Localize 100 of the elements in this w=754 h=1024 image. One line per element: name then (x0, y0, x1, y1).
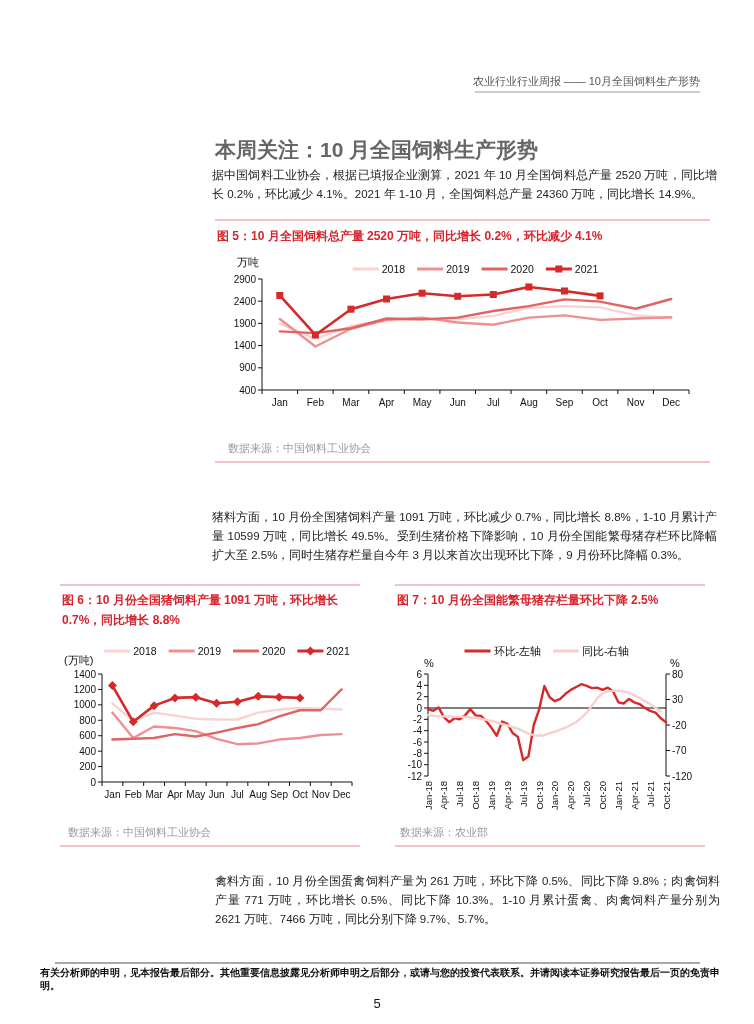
text: 禽料方面，10 月份全国蛋禽饲料产量为 261 万吨，环比下降 0.5%、同比下降 9.8%；肉禽饲料产量 771 万吨，环比增长 0.5%、同比下降 10.3%。1-10 月累计蛋禽、肉禽饲料产量分别为 2621 万吨、7466 万吨，同比分别下降 9.7%、5.7%。 (215, 874, 720, 927)
y-tick-label: -6 (413, 736, 423, 748)
x-tick-label: Oct-21 (660, 781, 672, 810)
x-tick-label: Jun (449, 397, 466, 408)
y-tick-label: 0 (416, 702, 423, 714)
point (212, 698, 222, 708)
x-tick-label: Jul-19 (517, 781, 529, 807)
y-tick-label: 800 (79, 714, 97, 726)
x-tick-label: Mar (342, 397, 361, 408)
x-tick-label: Apr-21 (628, 781, 640, 810)
y-tick-label: 6 (416, 668, 423, 680)
x-tick-label: Jan-21 (612, 781, 624, 811)
y-axis-title: % (424, 657, 434, 669)
x-tick-label: Nov (311, 789, 330, 800)
point (128, 717, 138, 727)
x-tick-label: Oct-18 (470, 781, 482, 810)
point (295, 693, 305, 703)
y-tick-label: 1400 (73, 668, 97, 680)
y-tick-label: 400 (239, 384, 257, 396)
line-series (278, 304, 673, 341)
y-tick-label: 2 (416, 691, 423, 703)
y-tick-label: 1400 (233, 340, 257, 352)
x-tick-label: Jul-21 (644, 781, 656, 807)
line-series (278, 314, 673, 348)
y-tick-label: 4 (416, 679, 423, 691)
point (489, 291, 497, 299)
x-tick-label: May (186, 789, 206, 800)
text: 农业行业行业周报 —— 10月全国饲料生产形势 (472, 74, 700, 89)
x-tick-label: Feb (306, 397, 325, 408)
point (170, 693, 180, 703)
y-tick-label: -8 (413, 747, 423, 759)
x-tick-label: Feb (124, 789, 143, 800)
point (525, 283, 533, 291)
point (276, 291, 284, 299)
x-tick-label: Dec (332, 789, 351, 800)
x-tick-label: Sep (270, 789, 289, 800)
y-tick-label: 200 (79, 761, 97, 773)
text: 有关分析师的申明，见本报告最后部分。其他重要信息披露见分析师申明之后部分，或请与您的投资代表联系。并请阅读本证券研究报告最后一页的免责申明。 (40, 966, 720, 992)
x-tick-label: Oct (292, 789, 308, 800)
x-tick-label: May (412, 397, 432, 408)
point (253, 691, 263, 701)
y-tick-label: 1200 (73, 683, 97, 695)
y-tick-label: 1000 (73, 699, 97, 711)
x-tick-label: Jan-19 (485, 781, 497, 811)
legend-label: 2018 (381, 263, 406, 275)
x-tick-label: Oct-20 (597, 781, 609, 810)
x-tick-label: Apr (378, 397, 395, 408)
y-tick-label: 2900 (233, 273, 257, 285)
y2-tick-label: 30 (672, 694, 684, 705)
legend-label: 2020 (262, 645, 286, 657)
x-tick-label: Aug (519, 397, 538, 408)
y2-tick-label: -20 (672, 719, 687, 731)
y2-tick-label: -120 (672, 770, 693, 782)
legend-label: 2021 (574, 263, 599, 275)
legend-label: 2020 (510, 263, 535, 275)
x-tick-label: Dec (662, 397, 681, 408)
y-tick-label: 400 (79, 745, 97, 757)
x-tick-label: Jan (104, 789, 121, 800)
legend-label: 2019 (446, 263, 470, 275)
source-note: 数据来源：中国饲料工业协会 (68, 826, 211, 838)
legend-label: 同比-右轴 (582, 645, 630, 657)
point (383, 295, 391, 303)
x-tick-label: Jul (486, 397, 500, 408)
y-tick-label: -2 (413, 713, 423, 725)
y-tick-label: 2400 (233, 295, 257, 307)
line-series (111, 711, 343, 746)
x-tick-label: Jan (271, 397, 288, 408)
point (418, 289, 426, 297)
y-tick-label: 600 (79, 730, 97, 742)
x-tick-label: Jan-18 (422, 781, 434, 811)
x-tick-label: Jul (231, 789, 244, 800)
x-tick-label: Nov (626, 397, 645, 408)
point (232, 697, 242, 707)
x-tick-label: Apr (167, 789, 184, 800)
legend-label: 2019 (197, 645, 222, 657)
y-tick-label: 900 (239, 362, 257, 374)
x-tick-label: Apr-19 (501, 781, 513, 810)
legend-label: 2018 (133, 645, 157, 657)
point (107, 681, 117, 691)
chart-title: 图 5：10 月全国饲料总产量 2520 万吨，同比增长 0.2%，环比减少 4.1% (217, 228, 604, 245)
point (596, 292, 604, 300)
x-tick-label: Apr-20 (565, 781, 577, 810)
line-series (426, 689, 662, 737)
chart-title: 图 6：10 月份全国猪饲料产量 1091 万吨，环比增长 0.7%，同比增长 8.8% (62, 592, 340, 629)
point (311, 331, 319, 339)
legend-label: 2021 (326, 645, 350, 657)
text: 据中国饲料工业协会，根据已填报企业测算，2021 年 10 月全国饲料总产量 2520 万吨，同比增长 0.2%，环比减少 4.1%。2021 年 1-10 月，全国饲料总产量 24360 万吨，同比增长 14.9%。 (212, 168, 717, 202)
point (149, 701, 159, 711)
y2-axis-title: % (670, 657, 680, 669)
point (347, 305, 355, 313)
x-tick-label: Jul-18 (454, 781, 466, 807)
y-tick-label: -10 (407, 759, 423, 771)
x-tick-label: Oct-19 (533, 781, 545, 810)
y2-tick-label: -70 (672, 745, 687, 756)
x-tick-label: Sep (555, 397, 574, 408)
x-tick-label: Jun (208, 789, 225, 800)
x-tick-label: Jan-20 (549, 781, 561, 811)
legend-label: 环比-左轴 (493, 645, 541, 657)
x-tick-label: Aug (249, 789, 268, 800)
x-tick-label: Mar (145, 789, 164, 800)
